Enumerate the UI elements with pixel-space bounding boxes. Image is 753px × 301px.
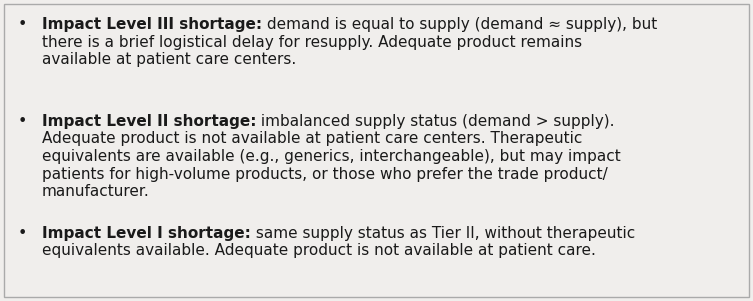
Text: •: • [18,17,27,32]
Text: demand is equal to supply (demand ≈ supply), but: demand is equal to supply (demand ≈ supp… [262,17,657,32]
Text: Impact Level II shortage:: Impact Level II shortage: [42,114,257,129]
Text: available at patient care centers.: available at patient care centers. [42,52,296,67]
Text: manufacturer.: manufacturer. [42,184,150,199]
Text: Impact Level III shortage:: Impact Level III shortage: [42,17,262,32]
Text: patients for high-volume products, or those who prefer the trade product/: patients for high-volume products, or th… [42,166,608,182]
Text: Adequate product is not available at patient care centers. Therapeutic: Adequate product is not available at pat… [42,132,582,147]
Text: •: • [18,114,27,129]
FancyBboxPatch shape [4,4,749,297]
Text: equivalents are available (e.g., generics, interchangeable), but may impact: equivalents are available (e.g., generic… [42,149,620,164]
Text: Impact Level I shortage:: Impact Level I shortage: [42,226,251,241]
Text: •: • [18,226,27,241]
Text: imbalanced supply status (demand > supply).: imbalanced supply status (demand > suppl… [257,114,615,129]
Text: there is a brief logistical delay for resupply. Adequate product remains: there is a brief logistical delay for re… [42,35,582,49]
Text: equivalents available. Adequate product is not available at patient care.: equivalents available. Adequate product … [42,244,596,259]
Text: same supply status as Tier II, without therapeutic: same supply status as Tier II, without t… [251,226,635,241]
